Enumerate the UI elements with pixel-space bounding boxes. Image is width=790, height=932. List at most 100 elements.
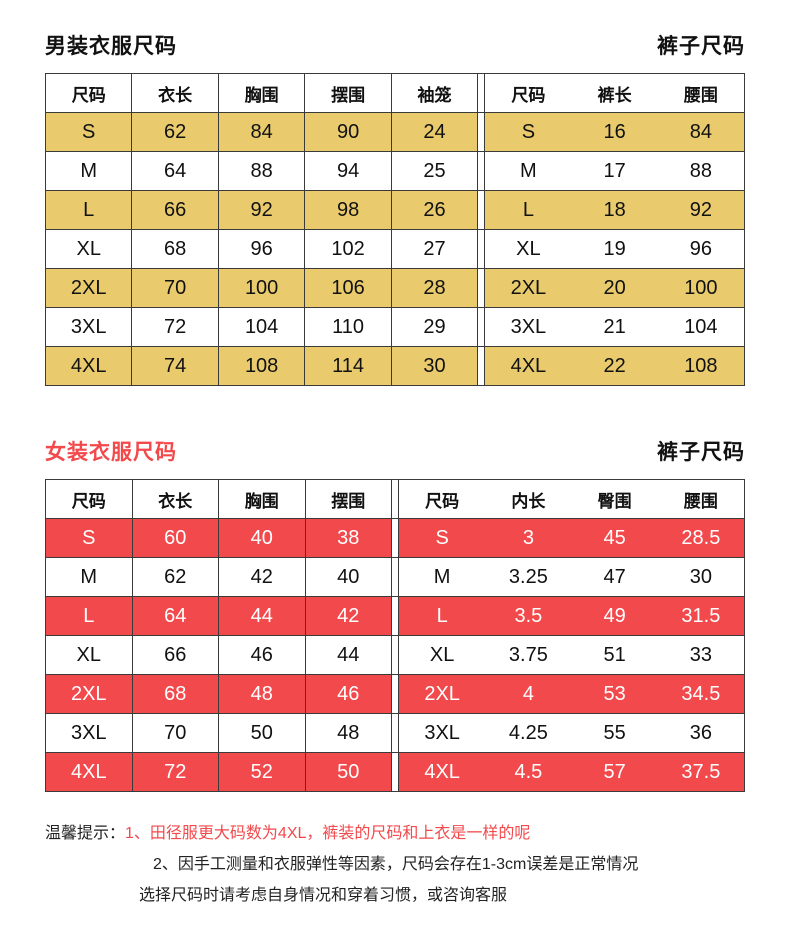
column-header: 袖笼 [417,85,452,105]
notes: 温馨提示：1、田径服更大码数为4XL，裤装的尺码和上衣是一样的呢 2、因手工测量… [45,818,745,912]
table-row: 3XL 72 104 110 29 3XL 21 104 [46,308,744,347]
table-cell: 62 [132,113,219,151]
womens-section-titles: 女装衣服尺码 裤子尺码 [45,436,745,466]
table-cell: L [399,597,486,635]
table-cell: 2XL [399,675,486,713]
table-cell: 92 [218,191,306,229]
column-header: 尺码 [511,85,546,105]
table-cell: 88 [689,159,712,182]
table-cell: 66 [132,191,219,229]
womens-size-section: 女装衣服尺码 裤子尺码 尺码 衣长 胸围 摆围 尺码 内长 臀围 腰围 S 60 40 38 S 3 45 2… [45,436,745,792]
column-header: 尺码 [46,74,133,112]
table-cell: 62 [133,558,219,596]
table-cell: 110 [305,308,392,346]
table-cell: 26 [391,191,478,229]
table-cell: 49 [571,597,658,635]
mens-size-table: 尺码 衣长 胸围 摆围 袖笼 尺码 裤长 腰围 S 62 84 90 24 S 16 84 M 64 88 94 25 M… [45,73,745,386]
table-cell: 37.5 [657,753,744,791]
table-cell: 64 [132,597,219,635]
table-cell: 104 [684,315,718,338]
table-cell: 74 [132,347,219,385]
table-divider [477,347,486,385]
table-cell: 45 [571,519,658,557]
table-cell: 28 [391,269,478,307]
table-row: M 64 88 94 25 M 17 88 [46,152,744,191]
table-cell: 3XL [46,714,133,752]
table-cell: 66 [133,636,219,674]
table-divider [391,714,399,752]
table-cell: 96 [689,237,712,260]
table-cell: 3XL [510,315,547,338]
table-divider [391,519,399,557]
table-divider [477,269,486,307]
table-cell: XL [429,643,455,666]
table-cell: L [46,597,133,635]
table-cell: 42 [305,597,391,635]
table-cell: 48 [337,721,360,744]
column-header: 尺码 [425,491,460,511]
mens-size-section: 男装衣服尺码 裤子尺码 尺码 衣长 胸围 摆围 袖笼 尺码 裤长 腰围 S 62 84 90 24 S 16… [45,30,745,386]
table-cell: 100 [657,269,744,307]
note-line-2: 2、因手工测量和衣服弹性等因素，尺码会存在1-3cm误差是正常情况 [153,856,639,874]
table-cell: 44 [219,597,306,635]
table-cell: M [433,565,451,588]
table-cell: 68 [132,675,219,713]
table-row: 2XL 70 100 106 28 2XL 20 100 [46,269,744,308]
table-cell: 4.5 [485,753,572,791]
table-cell: S [46,519,133,557]
table-cell: 46 [305,675,391,713]
table-cell: 104 [219,308,306,346]
table-cell: 51 [603,643,626,666]
table-cell: 36 [689,721,712,744]
table-cell: 33 [689,643,712,666]
table-cell: XL [516,237,541,260]
table-cell: 64 [132,152,219,190]
table-cell: 84 [657,113,744,151]
table-cell: 3XL [46,308,133,346]
table-cell: 3.5 [485,597,572,635]
table-cell: 4 [485,675,572,713]
table-cell: 4.25 [508,721,548,744]
table-cell: 72 [132,308,219,346]
table-row: S 60 40 38 S 3 45 28.5 [46,519,744,558]
table-divider [477,308,486,346]
table-cell: 38 [305,519,391,557]
table-divider [391,636,399,674]
column-header: 腰围 [683,85,718,105]
column-header: 摆围 [331,491,366,511]
table-cell: 3XL [424,721,460,744]
table-divider [477,152,486,190]
table-row: 4XL 72 52 50 4XL 4.5 57 37.5 [46,753,744,791]
table-divider [391,597,399,635]
table-cell: 3.75 [508,643,548,666]
table-header-row: 尺码 衣长 胸围 摆围 袖笼 尺码 裤长 腰围 [46,74,744,113]
table-cell: XL [46,636,133,674]
table-cell: 70 [132,269,219,307]
table-cell: 68 [132,230,219,268]
table-row: M 62 42 40 M 3.25 47 30 [46,558,744,597]
table-cell: 40 [337,565,360,588]
table-cell: 50 [219,714,306,752]
column-header: 裤长 [597,85,632,105]
table-cell: 4XL [399,753,486,791]
column-header: 臀围 [597,491,632,511]
table-cell: 19 [603,237,626,260]
note-text-1: 1、田径服更大码数为4XL，裤装的尺码和上衣是一样的呢 [125,825,531,842]
column-header: 内长 [511,491,546,511]
note-line-1: 温馨提示：1、田径服更大码数为4XL，裤装的尺码和上衣是一样的呢 [45,818,745,849]
table-row: XL 68 96 102 27 XL 19 96 [46,230,744,269]
table-cell: 4XL [46,347,133,385]
table-cell: 108 [657,347,744,385]
table-divider [477,74,486,112]
table-cell: 52 [219,753,306,791]
table-cell: 44 [337,643,360,666]
table-cell: 88 [219,152,306,190]
table-divider [477,191,486,229]
womens-size-table: 尺码 衣长 胸围 摆围 尺码 内长 臀围 腰围 S 60 40 38 S 3 45 28.5 M 62 42 40 M 3… [45,479,745,792]
table-cell: 25 [423,159,446,182]
table-cell: 96 [219,230,306,268]
table-cell: 70 [133,714,219,752]
table-row: 2XL 68 48 46 2XL 4 53 34.5 [46,675,744,714]
table-cell: 106 [305,269,392,307]
table-cell: 22 [571,347,658,385]
